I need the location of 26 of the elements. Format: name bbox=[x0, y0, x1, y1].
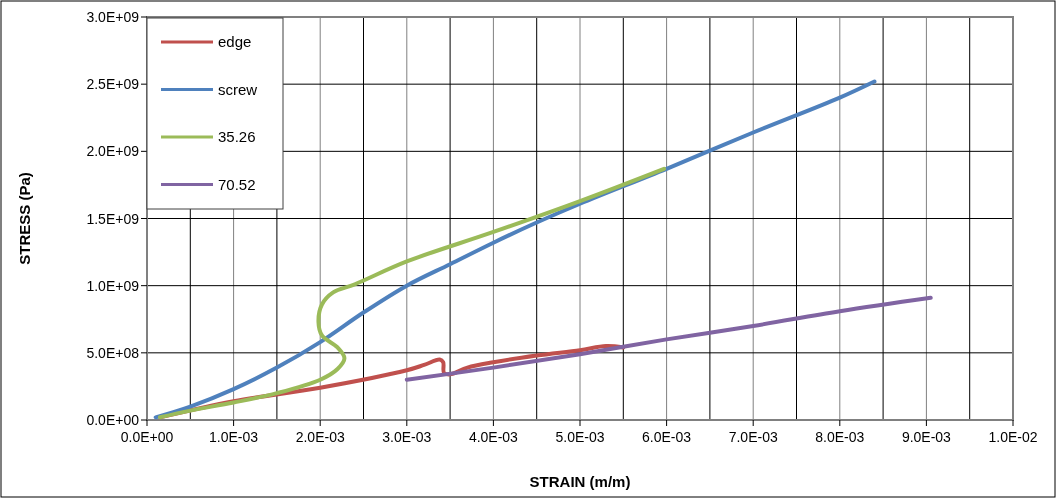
x-tick-label: 5.0E-03 bbox=[555, 429, 605, 445]
legend-label: 70.52 bbox=[218, 175, 256, 193]
legend-label: edge bbox=[218, 33, 252, 50]
x-tick-label: 9.0E-03 bbox=[901, 429, 952, 445]
y-tick-label: 3.0E+09 bbox=[86, 9, 140, 25]
x-tick-label: 4.0E-03 bbox=[468, 429, 519, 445]
x-tick-label: 3.0E-03 bbox=[382, 429, 432, 445]
legend-label: 35.26 bbox=[218, 128, 256, 145]
x-tick-label: 0.0E+00 bbox=[120, 429, 174, 445]
x-tick-label: 1.0E-03 bbox=[209, 429, 259, 445]
x-tick-label: 8.0E-03 bbox=[815, 429, 865, 445]
line-series bbox=[157, 166, 666, 420]
y-tick-label: 2.5E+09 bbox=[86, 76, 140, 93]
y-tick-label: 1.0E+09 bbox=[86, 277, 140, 294]
y-tick-label: 0.0E+00 bbox=[86, 412, 140, 428]
y-axis-title: STRESS (Pa) bbox=[16, 172, 33, 265]
x-tick-label: 1.0E-02 bbox=[988, 429, 1038, 445]
legend-label: screw bbox=[218, 80, 258, 98]
x-tick-label: 2.0E-03 bbox=[295, 429, 345, 445]
x-tick-label: 6.0E-03 bbox=[642, 429, 692, 445]
y-tick-label: 5.0E+08 bbox=[86, 344, 140, 361]
line-series bbox=[404, 295, 933, 382]
x-tick-label: 7.0E-03 bbox=[728, 429, 778, 445]
x-axis-title: STRAIN (m/m) bbox=[529, 473, 631, 490]
y-tick-label: 2.0E+09 bbox=[86, 143, 140, 160]
y-tick-label: 1.5E+09 bbox=[86, 210, 140, 227]
